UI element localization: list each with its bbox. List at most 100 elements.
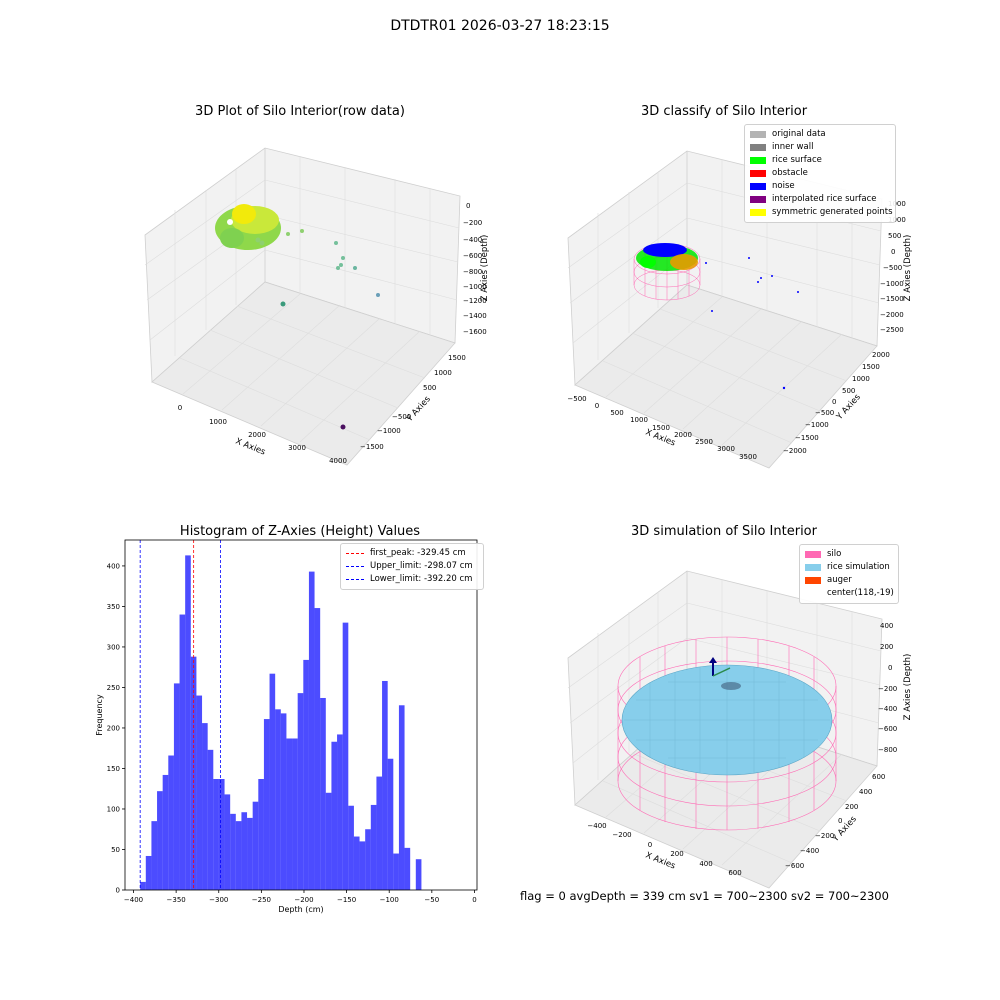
legend-entry: silo <box>805 548 893 561</box>
legend-label: first_peak: -329.45 cm <box>370 548 466 558</box>
legend-swatch <box>805 590 821 597</box>
x-tick-label: −500 <box>567 395 586 403</box>
x-tick-label: 0 <box>178 404 182 412</box>
z-tick-label: 200 <box>880 643 893 651</box>
panel2-x-ticks: −500 0 500 1000 1500 2000 2500 3000 3500 <box>567 395 757 461</box>
legend-entry: original data <box>750 128 890 141</box>
histogram-bar <box>224 794 231 890</box>
legend-swatch <box>750 209 766 216</box>
y-tick-label: −1000 <box>805 421 829 429</box>
z-tick-label: 400 <box>880 622 893 630</box>
panel4-x-ticks: −400 −200 0 200 400 600 <box>587 822 741 877</box>
y-tick-label: 100 <box>107 805 120 813</box>
histogram-bar <box>269 673 276 890</box>
y-tick-label: −200 <box>815 832 834 840</box>
y-tick-label: −500 <box>392 413 411 421</box>
legend-entry: auger <box>805 574 893 587</box>
y-tick-label: −500 <box>815 409 834 417</box>
z-tick-label: −600 <box>463 252 482 260</box>
panel1-title: 3D Plot of Silo Interior(row data) <box>195 104 405 119</box>
x-tick-label: 600 <box>728 869 741 877</box>
histogram-bar <box>320 697 326 890</box>
y-tick-label: 200 <box>845 803 858 811</box>
histogram-bar <box>393 853 399 890</box>
histogram-bar <box>247 817 253 890</box>
histogram-bar <box>258 779 264 890</box>
z-tick-label: −1000 <box>880 280 904 288</box>
panel2-z-ticks: 1000 1000 500 0 −500 −1000 −1500 −2000 −… <box>880 200 906 334</box>
legend-swatch <box>750 157 766 164</box>
legend-entry: interpolated rice surface <box>750 193 890 206</box>
histogram-y-ticks: 0 50 100 150 200 250 300 350 400 <box>107 562 125 895</box>
histogram-bar <box>387 758 394 890</box>
legend-line-swatch <box>346 579 364 580</box>
x-tick-label: −150 <box>337 896 356 904</box>
histogram-bar <box>218 779 225 890</box>
histogram-bar <box>342 622 349 890</box>
x-tick-label: 1000 <box>630 416 648 424</box>
histogram-bar <box>280 713 287 890</box>
legend-line-swatch <box>346 553 364 554</box>
legend-label: rice surface <box>772 155 822 165</box>
panel4-z-ticks: 400 200 0 −200 −400 −600 −800 <box>878 622 897 754</box>
histogram-frame <box>124 539 478 891</box>
histogram-bar <box>213 779 219 890</box>
legend-entry: center(118,-19) <box>805 587 894 600</box>
z-tick-label: −1500 <box>880 295 904 303</box>
legend-label: center(118,-19) <box>827 588 894 598</box>
histogram-bar <box>398 705 405 890</box>
z-tick-label: −800 <box>878 746 897 754</box>
y-tick-label: 200 <box>107 724 120 732</box>
panel4-z-label: Z Axies (Depth) <box>903 654 913 721</box>
z-tick-label: −1600 <box>463 328 487 336</box>
y-tick-label: 0 <box>838 817 842 825</box>
histogram-legend: first_peak: -329.45 cm Upper_limit: -298.… <box>340 543 484 590</box>
z-tick-label: −2500 <box>880 326 904 334</box>
panel1-x-ticks: 0 1000 2000 3000 4000 <box>178 404 347 465</box>
histogram-bar <box>230 813 236 890</box>
x-tick-label: 2000 <box>248 431 266 439</box>
histogram-bar <box>145 855 152 890</box>
histogram-bar <box>292 738 298 890</box>
histogram-bar <box>173 683 180 890</box>
histogram-bar <box>286 738 293 890</box>
z-tick-label: −1000 <box>463 283 487 291</box>
legend-swatch <box>805 551 821 558</box>
y-tick-label: 400 <box>107 562 120 570</box>
x-tick-label: 1000 <box>209 418 227 426</box>
histogram-bar <box>162 774 169 890</box>
x-tick-label: −200 <box>612 831 631 839</box>
z-tick-label: −1200 <box>463 297 487 305</box>
y-tick-label: −2000 <box>783 447 807 455</box>
legend-entry: noise <box>750 180 890 193</box>
y-tick-label: −600 <box>785 862 804 870</box>
panel4-title: 3D simulation of Silo Interior <box>631 524 817 539</box>
histogram-bar <box>263 719 270 890</box>
x-tick-label: 2000 <box>674 431 692 439</box>
y-tick-label: 50 <box>111 846 120 854</box>
histogram-bar <box>179 614 186 890</box>
y-tick-label: 500 <box>423 384 436 392</box>
y-tick-label: −1500 <box>795 434 819 442</box>
x-tick-label: 0 <box>648 841 652 849</box>
y-tick-label: −1500 <box>360 443 384 451</box>
panel4-legend: silo rice simulation auger center(118,-19) <box>799 544 899 604</box>
panel2-points <box>633 243 799 390</box>
legend-label: rice simulation <box>827 562 890 572</box>
legend-label: symmetric generated points <box>772 207 893 217</box>
y-tick-label: 500 <box>842 387 855 395</box>
legend-label: silo <box>827 549 842 559</box>
histogram-bar <box>337 734 343 890</box>
z-tick-label: −400 <box>463 236 482 244</box>
histogram-bar <box>235 821 242 890</box>
histogram-bar <box>331 741 338 890</box>
auger <box>709 657 731 677</box>
legend-label: original data <box>772 129 826 139</box>
z-tick-label: −200 <box>878 685 897 693</box>
y-tick-label: 400 <box>859 788 872 796</box>
z-tick-label: −2000 <box>880 311 904 319</box>
x-tick-label: 500 <box>610 409 623 417</box>
y-tick-label: 1500 <box>448 354 466 362</box>
histogram-bar <box>348 805 354 890</box>
